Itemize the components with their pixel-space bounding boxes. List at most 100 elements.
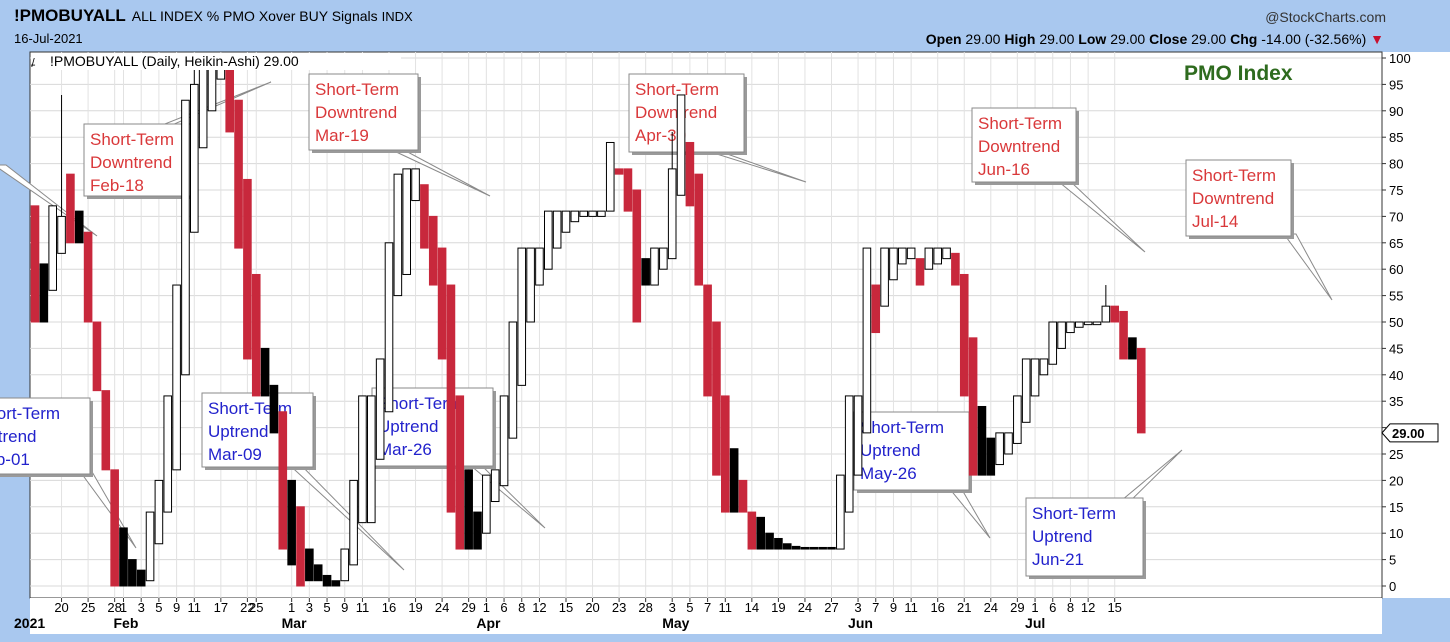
legend-bg — [31, 53, 401, 70]
x-tick-label: 8 — [518, 600, 525, 615]
annotation-text: Uptrend — [1032, 527, 1092, 546]
annotation-box — [853, 411, 970, 491]
x-tick-label: 9 — [173, 600, 180, 615]
candle — [287, 479, 296, 566]
month-label: Jul — [1025, 615, 1045, 631]
candle — [198, 57, 208, 149]
candle — [818, 546, 827, 550]
x-tick-label: 20 — [54, 600, 68, 615]
candle — [119, 527, 128, 587]
candle — [995, 432, 1004, 466]
annotation-text: Short-Term — [90, 130, 174, 149]
candle — [809, 546, 819, 550]
candle — [1083, 321, 1093, 326]
candle — [1110, 305, 1120, 323]
x-tick-label: 6 — [1049, 600, 1056, 615]
candle — [1066, 321, 1075, 334]
x-tick-label: 15 — [1107, 600, 1121, 615]
candle — [260, 347, 270, 397]
candle — [951, 252, 960, 286]
annotation-text: Mar-26 — [378, 440, 432, 459]
candle — [190, 83, 199, 233]
x-tick-label: 14 — [745, 600, 759, 615]
x-tick-label: 1 — [1031, 600, 1038, 615]
annotation-text: Mar-09 — [208, 445, 262, 464]
annotation-box — [971, 107, 1077, 183]
candle — [30, 205, 40, 323]
annotation-text: Downtrend — [635, 103, 717, 122]
candle — [977, 405, 987, 476]
candle — [667, 168, 677, 260]
ohlc-readout: Open 29.00 High 29.00 Low 29.00 Close 29… — [926, 31, 1384, 47]
candle — [597, 210, 606, 217]
candle — [605, 141, 615, 212]
candle — [110, 469, 119, 587]
candle — [1048, 321, 1058, 365]
y-tick-label: 5 — [1389, 553, 1396, 568]
candle — [756, 516, 766, 550]
x-tick-label: 5 — [323, 600, 330, 615]
candle — [721, 395, 730, 513]
x-tick-label: 24 — [984, 600, 998, 615]
annotation-text: Short-Term — [378, 394, 462, 413]
candle — [384, 242, 394, 413]
annotation-text: Uptrend — [860, 441, 920, 460]
candle — [128, 559, 137, 587]
candle — [738, 479, 748, 513]
candle — [473, 511, 482, 550]
candle — [889, 247, 898, 281]
candles — [30, 57, 1146, 587]
candle — [1030, 358, 1040, 397]
candle — [1092, 321, 1102, 326]
month-label: May — [662, 615, 689, 631]
candle — [986, 437, 996, 476]
candle — [659, 247, 668, 270]
annotation-text: Short-Term — [315, 80, 399, 99]
candle — [561, 210, 571, 233]
low-label: Low — [1078, 31, 1107, 47]
candle — [915, 258, 925, 286]
candle — [499, 395, 509, 487]
chg-value: -14.00 (-32.56%) — [1261, 31, 1367, 47]
candle — [694, 173, 704, 286]
candle — [1004, 432, 1013, 455]
candle — [729, 448, 739, 513]
candle — [402, 168, 411, 275]
y-tick-label: 85 — [1389, 130, 1403, 145]
candle — [924, 247, 934, 270]
candle — [782, 543, 792, 550]
x-tick-label: 17 — [214, 600, 228, 615]
y-tick-label: 10 — [1389, 526, 1403, 541]
close-label: Close — [1149, 31, 1188, 47]
x-tick-label: 27 — [824, 600, 838, 615]
candle — [1021, 358, 1031, 423]
candle — [278, 411, 288, 550]
candle — [358, 395, 367, 524]
x-tick-label: 1 — [120, 600, 127, 615]
close-value: 29.00 — [1191, 31, 1227, 47]
candle — [827, 546, 836, 550]
candle — [490, 469, 500, 503]
annotation-text: Uptrend — [0, 427, 36, 446]
month-label: 2021 — [14, 615, 45, 631]
x-tick-label: 16 — [382, 600, 396, 615]
candle — [322, 574, 332, 587]
candle — [57, 215, 66, 254]
candle — [367, 395, 376, 524]
y-tick-label: 0 — [1389, 579, 1396, 594]
candle — [455, 395, 465, 550]
candle — [375, 358, 385, 460]
month-label: Apr — [476, 615, 501, 631]
x-tick-label: 11 — [904, 600, 918, 615]
candle — [48, 205, 58, 291]
candle — [340, 548, 350, 582]
candle — [765, 532, 774, 550]
candle — [844, 395, 854, 513]
month-label: Mar — [282, 615, 307, 631]
x-tick-label: 24 — [435, 600, 449, 615]
annotation-text: Downtrend — [978, 137, 1060, 156]
candle — [906, 247, 916, 260]
symbol: !PMOBUYALL — [14, 6, 126, 25]
source-credit: @StockCharts.com — [1265, 9, 1386, 25]
